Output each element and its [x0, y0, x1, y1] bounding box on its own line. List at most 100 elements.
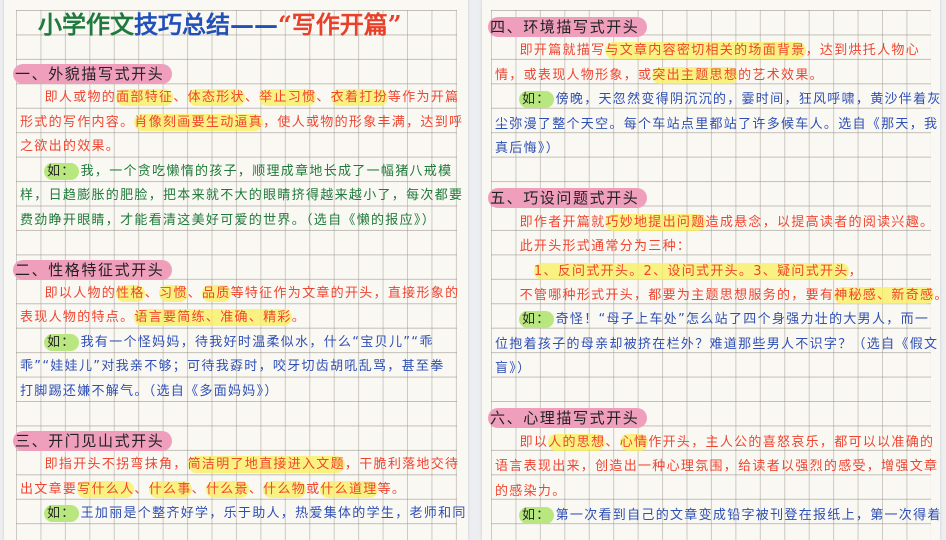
heading-text: 六、心理描写式开头 — [488, 408, 648, 429]
key-phrase-highlight: 肖像刻画要生动逼真 — [134, 113, 264, 131]
body-line: 即作者开篇就巧妙地提出问题造成悬念，以提高读者的阅读兴趣。 — [520, 213, 935, 233]
body-text: 、 — [605, 434, 620, 450]
body-text: 或 — [306, 481, 321, 497]
key-phrase-highlight: 语言要简练、准确、精彩 — [134, 309, 292, 327]
example-text: 尘弥漫了整个天空。每个车站点里都站了许多候车人。选自《那天，我 — [495, 116, 939, 132]
body-line: 之欲出的效果。 — [20, 137, 120, 157]
section-heading: 二、性格特征式开头 — [13, 259, 173, 280]
body-line: 表现人物的特点。语言要简练、准确、精彩。 — [20, 308, 306, 328]
body-text: 即指开头不拐弯抹角， — [44, 457, 188, 473]
body-text: 。 — [934, 288, 940, 303]
example-line: 样，日趋膨胀的肥脸，把本来就不大的眼睛挤得越来越小了，每次都要 — [20, 186, 463, 206]
example-text: 样，日趋膨胀的肥脸，把本来就不大的眼睛挤得越来越小了，每次都要 — [20, 188, 464, 204]
key-phrase-highlight: 什么景 — [205, 480, 249, 498]
section-heading: 一、外貌描写式开头 — [13, 63, 173, 84]
example-text: 打脚踢还嫌不解气。（选自《多面妈妈》） — [20, 383, 279, 399]
heading-text: 五、巧设问题式开头 — [488, 188, 648, 209]
body-text: 、 — [187, 285, 202, 301]
body-text: ，达到烘托人物心 — [805, 43, 921, 59]
body-text: 、 — [244, 90, 260, 106]
section-heading: 三、开门见山式开头 — [13, 430, 173, 451]
example-line: 如： 王加丽是个整齐好学，乐于助人，热爱集体的学生，老师和同 — [44, 504, 467, 524]
key-phrase-highlight: 什么物 — [263, 480, 307, 498]
body-line: 语言表现出来，创造出一种心理氛围，给读者以强烈的感受，增强文章 — [495, 457, 938, 477]
body-text: 语言表现出来，创造出一种心理氛围，给读者以强烈的感受，增强文章 — [495, 459, 939, 475]
body-text: 、 — [248, 481, 264, 497]
example-label: 如： — [44, 505, 79, 522]
body-line: 即以人物的性格、习惯、品质等特征作为文章的开头，直接形象的 — [45, 284, 460, 304]
body-text: 之欲出的效果。 — [20, 139, 121, 155]
body-text: 等作为开篇 — [387, 90, 460, 106]
key-phrase-highlight: 体态形状 — [187, 89, 245, 107]
example-text: 费劲睁开眼睛，才能看清这美好可爱的世界。（选自《懒的报应》） — [20, 212, 437, 228]
body-text: 此开头形式通常分为三种： — [519, 239, 692, 255]
example-text: 盲》） — [495, 361, 532, 377]
example-text: 王加丽是个整齐好学，乐于助人，热爱集体的学生，老师和同 — [80, 506, 467, 521]
section-heading: 四、环境描写式开头 — [488, 17, 648, 37]
example-line: 真后悔》） — [495, 139, 560, 159]
example-label: 如： — [519, 507, 554, 524]
body-text: ，使人或物的形象丰满，达到呼 — [263, 114, 464, 130]
example-line: 如： 第一次看到自己的文章变成铅字被刊登在报纸上，第一次得着 — [519, 506, 940, 526]
key-phrase-highlight: 1、反问式开头。2、设问式开头。3、疑问式开头 — [533, 262, 849, 280]
example-text: 位抱着孩子的母亲却被挤在栏外？难道那些男人不识字？（选自《假文 — [495, 336, 939, 352]
key-phrase-highlight: 写什么人 — [77, 480, 135, 498]
example-line: 如： 我有一个怪妈妈，待我好时温柔似水，什么“宝贝儿”“乖 — [44, 333, 434, 353]
key-phrase-highlight: 神秘感、新奇感 — [834, 286, 935, 304]
body-text: 表现人物的特点。 — [20, 310, 135, 326]
body-text: 的艺术效果。 — [738, 67, 824, 83]
key-phrase-highlight: 简洁明了地直接进入文题 — [187, 456, 345, 474]
body-text: 作开头，主人公的喜怒哀乐，都可以以准确的 — [648, 434, 935, 450]
example-label: 如： — [519, 311, 554, 329]
body-text: 出文章要 — [20, 481, 78, 497]
key-phrase-highlight: 面部特征 — [116, 89, 174, 107]
body-line: 即指开头不拐弯抹角，简洁明了地直接进入文题，干脆利落地交待 — [45, 455, 460, 475]
key-phrase-highlight: 什么道理 — [320, 480, 378, 498]
body-line: 出文章要写什么人、什么事、什么景、什么物或什么道理等。 — [20, 480, 406, 500]
page-title: 小学作文技巧总结——“写作开篇” — [38, 9, 402, 41]
left-page: 小学作文技巧总结——“写作开篇” 一、外貌描写式开头即人或物的面部特征、体态形状、… — [4, 0, 468, 540]
right-page: 四、环境描写式开头 即开篇就描写与文章内容密切相关的场面背景，达到烘托人物心 情，或… — [482, 0, 940, 540]
key-phrase-highlight: 举止习惯 — [259, 89, 317, 107]
body-line: 不管哪种形式开头，都要为主题思想服务的，要有神秘感、新奇感。 — [520, 286, 940, 306]
body-line: 即人或物的面部特征、体态形状、举止习惯、衣着打扮等作为开篇 — [45, 88, 460, 108]
example-line: 位抱着孩子的母亲却被挤在栏外？难道那些男人不识字？（选自《假文 — [495, 335, 938, 355]
example-label: 如： — [44, 162, 79, 180]
body-text: 不管哪种形式开头，都要为主题思想服务的，要有 — [519, 287, 835, 303]
example-text: 真后悔》） — [495, 141, 561, 157]
body-line: 1、反问式开头。2、设问式开头。3、疑问式开头， — [533, 262, 863, 282]
body-text: 即以人物的 — [44, 285, 117, 301]
key-phrase-highlight: 性格 — [116, 284, 145, 302]
key-phrase-highlight: 心情 — [619, 433, 649, 451]
body-text: 、 — [134, 481, 149, 497]
example-text: 傍晚，天忽然变得阴沉沉的，霎时间，狂风呼啸，黄沙伴着灰 — [555, 92, 940, 108]
title-part: “写作开篇” — [278, 10, 402, 39]
body-line: 的感染力。 — [495, 482, 567, 502]
key-phrase-highlight: 突出主题思想 — [652, 66, 739, 84]
example-line: 如： 傍晚，天忽然变得阴沉沉的，霎时间，狂风呼啸，黄沙伴着灰 — [519, 90, 940, 110]
body-text: ，干脆利落地交待 — [344, 457, 460, 473]
body-text: 、 — [316, 90, 331, 106]
example-line: 费劲睁开眼睛，才能看清这美好可爱的世界。（选自《懒的报应》） — [20, 211, 436, 231]
example-text: 乖”“娃娃儿”对我亲不够；可待我孬时，咬牙切齿胡吼乱骂，甚至拳 — [20, 359, 445, 375]
body-line: 情，或表现人物形象，或突出主题思想的艺术效果。 — [495, 66, 824, 86]
body-text: 情，或表现人物形象，或 — [495, 67, 653, 83]
body-line: 此开头形式通常分为三种： — [520, 237, 692, 257]
heading-text: 三、开门见山式开头 — [13, 430, 173, 451]
example-line: 如： 我，一个贪吃懒惰的孩子，顺理成章地长成了一幅猪八戒模 — [44, 162, 452, 182]
example-text: 我，一个贪吃懒惰的孩子，顺理成章地长成了一幅猪八戒模 — [80, 163, 453, 179]
heading-text: 一、外貌描写式开头 — [13, 63, 173, 84]
body-line: 形式的写作内容。肖像刻画要生动逼真，使人或物的形象丰满，达到呼 — [20, 113, 463, 133]
body-text: 、 — [173, 90, 188, 106]
body-text: 形式的写作内容。 — [20, 114, 135, 130]
example-line: 打脚踢还嫌不解气。（选自《多面妈妈》） — [20, 382, 279, 402]
heading-text: 四、环境描写式开头 — [488, 17, 648, 37]
body-line: 即以人的思想、心情作开头，主人公的喜怒哀乐，都可以以准确的 — [520, 433, 935, 453]
body-text: 造成悬念，以提高读者的阅读兴趣。 — [705, 214, 935, 230]
key-phrase-highlight: 巧妙地提出问题 — [605, 213, 706, 231]
body-text: 即开篇就描写 — [519, 43, 606, 59]
body-text: 等。 — [377, 481, 407, 497]
example-text: 第一次看到自己的文章变成铅字被刊登在报纸上，第一次得着 — [555, 508, 940, 523]
body-text: 即作者开篇就 — [519, 214, 606, 230]
body-text: 、 — [144, 285, 160, 301]
